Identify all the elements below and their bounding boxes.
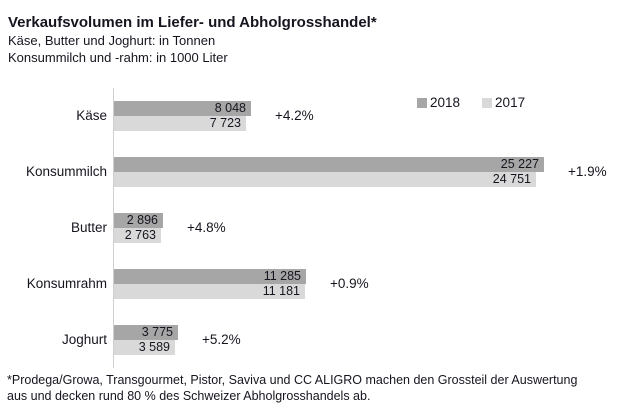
chart-title: Verkaufsvolumen im Liefer- und Abholgros… (8, 14, 377, 31)
change-percent-label: +5.2% (202, 332, 241, 347)
change-percent-label: +0.9% (330, 276, 369, 291)
vertical-axis-line (113, 88, 114, 368)
bar-2017: 11 181 (114, 284, 305, 299)
category-label: Konsumrahm (26, 276, 107, 291)
bar-2017: 3 589 (114, 340, 175, 355)
bar-value-label: 2 896 (126, 213, 158, 227)
bar-2018: 25 227 (114, 157, 544, 172)
footnote-line-2: aus und decken rund 80 % des Schweizer A… (7, 389, 371, 403)
category-label: Konsummilch (25, 164, 107, 179)
legend-label-2018: 2018 (430, 95, 461, 110)
bar-2018: 11 285 (114, 269, 306, 284)
bar-value-label: 11 285 (263, 269, 301, 283)
bar-2018: 8 048 (114, 101, 251, 116)
chart-header: Verkaufsvolumen im Liefer- und Abholgros… (8, 13, 377, 66)
bar-2018: 2 896 (114, 213, 163, 228)
bar-2017: 7 723 (114, 116, 246, 131)
bar-value-label: 25 227 (500, 157, 539, 171)
change-percent-label: +1.9% (568, 164, 607, 179)
category-label: Käse (76, 108, 107, 123)
change-percent-label: +4.2% (275, 108, 314, 123)
legend-swatch-2017 (482, 98, 493, 108)
bar-2017: 24 751 (114, 172, 536, 187)
chart-subtitle-tonnen: Käse, Butter und Joghurt: in Tonnen (8, 33, 216, 48)
change-percent-label: +4.8% (187, 220, 226, 235)
bar-value-label: 3 589 (138, 340, 170, 354)
chart-footnote: *Prodega/Growa, Transgourmet, Pistor, Sa… (7, 372, 615, 404)
chart-subtitle-liter: Konsummilch und -rahm: in 1000 Liter (8, 50, 228, 65)
bar-value-label: 24 751 (492, 172, 531, 186)
bar-value-label: 7 723 (209, 116, 241, 130)
category-label: Butter (70, 220, 107, 235)
legend-label-2017: 2017 (495, 95, 526, 110)
chart-legend: 2018 2017 (417, 96, 525, 110)
category-label: Joghurt (61, 332, 107, 347)
legend-item-2018: 2018 (417, 96, 460, 110)
footnote-line-1: *Prodega/Growa, Transgourmet, Pistor, Sa… (7, 373, 578, 387)
legend-item-2017: 2017 (482, 96, 525, 110)
bar-2018: 3 775 (114, 325, 178, 340)
legend-swatch-2018 (417, 98, 427, 108)
bar-value-label: 3 775 (141, 325, 173, 339)
bar-value-label: 8 048 (214, 101, 246, 115)
bar-2017: 2 763 (114, 228, 161, 243)
bar-value-label: 2 763 (124, 228, 156, 242)
bar-value-label: 11 181 (262, 284, 300, 298)
